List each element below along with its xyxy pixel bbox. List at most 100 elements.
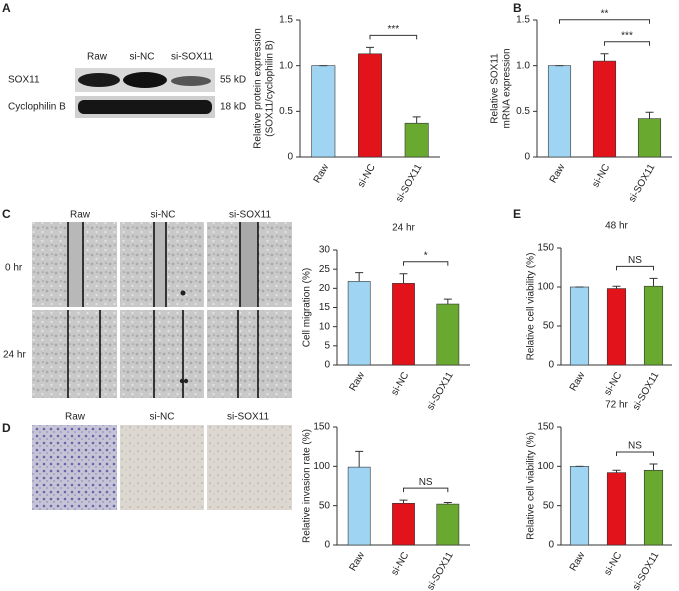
column-label: si-NC — [150, 412, 175, 423]
row-label: Cyclophilin B — [8, 102, 66, 113]
error-bar — [600, 53, 609, 62]
x-tick-label: Raw — [568, 550, 588, 573]
error-bar — [355, 272, 364, 282]
y-tick-label: 150 — [313, 422, 330, 433]
y-axis-label: Relative cell viability (%) — [526, 253, 537, 361]
error-bar — [412, 116, 421, 124]
y-axis-label: Relative invasion rate (%) — [302, 429, 313, 543]
significance-bracket — [604, 41, 650, 46]
x-tick-label: si-NC — [590, 162, 612, 189]
x-tick-label: Raw — [348, 550, 368, 573]
y-tick-label: 100 — [537, 282, 554, 293]
significance-label: NS — [628, 441, 642, 452]
y-tick-label: 10 — [319, 321, 331, 332]
chart-title: 48 hr — [605, 221, 628, 232]
y-axis-label: Relative SOX11 — [490, 53, 501, 124]
column-label: si-NC — [151, 210, 176, 221]
x-tick-label: si-NC — [602, 550, 624, 577]
y-tick-label: 0 — [287, 152, 293, 163]
error-bar — [612, 469, 621, 473]
error-bar — [366, 46, 374, 54]
y-tick-label: 5 — [324, 340, 330, 351]
y-tick-label: 50 — [543, 321, 555, 332]
y-tick-label: 0 — [548, 540, 554, 551]
bar — [569, 286, 590, 366]
significance-label: *** — [621, 30, 633, 41]
bar — [569, 466, 590, 546]
x-tick-label: si-SOX11 — [631, 370, 662, 412]
y-tick-label: 15 — [319, 302, 331, 313]
y-tick-label: 0.5 — [516, 106, 530, 117]
error-bar — [399, 273, 408, 284]
x-tick-label: si-NC — [602, 370, 624, 397]
bar — [606, 472, 627, 546]
significance-label: *** — [387, 24, 399, 35]
error-bar — [355, 450, 364, 468]
column-label: si-SOX11 — [229, 210, 271, 221]
significance-bracket — [403, 261, 449, 266]
x-tick-label: Raw — [568, 370, 588, 393]
x-tick-label: si-NC — [389, 550, 411, 577]
y-tick-label: 100 — [313, 461, 330, 472]
x-tick-label: si-NC — [356, 162, 378, 189]
western-blot: Raw si-NC si-SOX11 SOX11 Cyclophilin B 5… — [8, 52, 246, 118]
lane-label: Raw — [87, 52, 108, 63]
error-bar — [443, 298, 452, 305]
y-axis-label: Relative protein expression — [253, 28, 264, 149]
column-label: Raw — [70, 210, 91, 221]
bar — [358, 53, 382, 158]
bar — [547, 65, 572, 158]
chart-title: 24 hr — [392, 223, 415, 234]
panel-letter: C — [2, 207, 11, 221]
y-tick-label: 0 — [548, 360, 554, 371]
bar — [347, 466, 371, 546]
bar — [436, 503, 460, 546]
migration-images: Raw si-NC si-SOX11 0 hr 24 hr — [3, 210, 292, 398]
x-tick-label: Raw — [312, 162, 332, 185]
bar — [643, 469, 664, 546]
x-tick-label: si-SOX11 — [631, 550, 662, 591]
bar — [347, 281, 371, 366]
error-bar — [645, 111, 654, 119]
column-label: Raw — [65, 412, 86, 423]
column-label: si-SOX11 — [227, 412, 269, 423]
panel-letter: A — [2, 1, 11, 15]
y-tick-label: 0 — [324, 540, 330, 551]
bar — [404, 122, 429, 158]
significance-label: NS — [419, 477, 433, 488]
bar — [606, 288, 627, 366]
y-axis-label: Cell migration (%) — [302, 268, 313, 347]
significance-bracket — [616, 265, 654, 271]
y-tick-label: 1.0 — [516, 60, 530, 71]
significance-bracket — [369, 34, 418, 40]
error-bar — [399, 499, 408, 504]
row-label: SOX11 — [8, 75, 40, 86]
y-tick-label: 150 — [537, 243, 554, 254]
invasion-images: Raw si-NC si-SOX11 — [32, 412, 292, 510]
y-tick-label: 100 — [537, 461, 554, 472]
x-tick-label: Raw — [348, 370, 368, 393]
significance-label: NS — [628, 255, 642, 266]
error-bar — [649, 463, 658, 471]
x-tick-label: Raw — [548, 162, 568, 185]
x-tick-label: si-SOX11 — [425, 370, 456, 412]
y-tick-label: 25 — [319, 264, 331, 275]
bar — [592, 60, 617, 158]
lane-label: si-NC — [130, 52, 155, 63]
x-tick-label: si-NC — [389, 370, 411, 397]
row-label: 24 hr — [3, 350, 26, 361]
y-tick-label: 30 — [319, 245, 331, 256]
y-tick-label: 50 — [543, 500, 555, 511]
bar — [392, 283, 415, 366]
x-tick-label: si-SOX11 — [627, 162, 658, 204]
panel-letter: E — [513, 207, 521, 221]
significance-bracket — [559, 19, 650, 24]
y-axis-label: mRNA expression — [502, 48, 513, 128]
panel-letter: B — [513, 1, 522, 15]
y-axis-label: (SOX11/cyclophilin B) — [265, 40, 276, 137]
panel-letter: D — [2, 421, 11, 435]
significance-label: ** — [601, 8, 609, 19]
error-bar — [612, 285, 621, 289]
y-tick-label: 20 — [319, 283, 331, 294]
